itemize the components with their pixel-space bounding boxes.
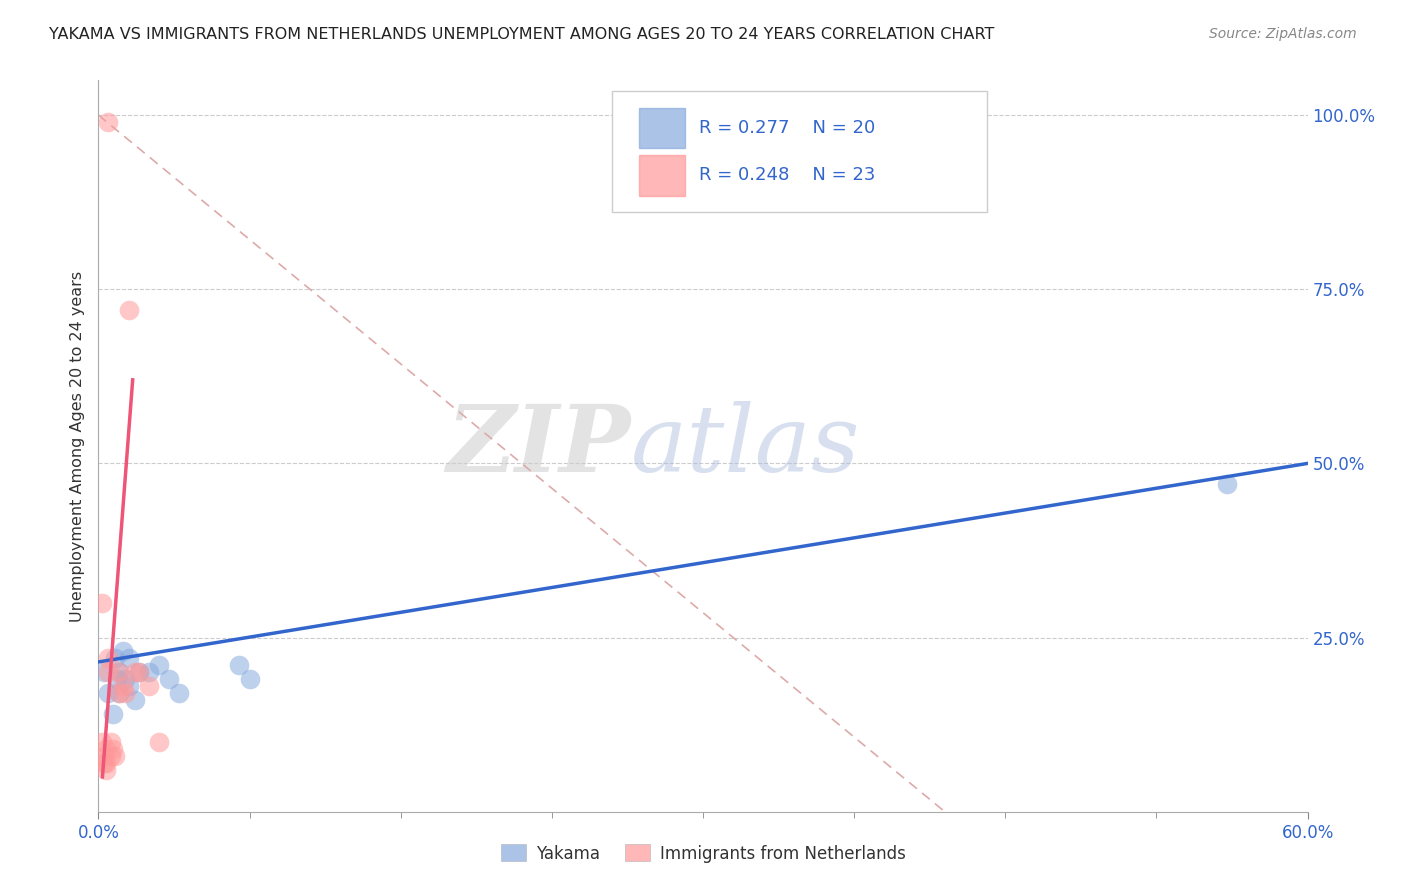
Point xyxy=(128,665,150,680)
Point xyxy=(111,644,134,658)
Point xyxy=(1216,477,1239,491)
Point xyxy=(97,115,120,129)
Point xyxy=(107,665,129,680)
Point xyxy=(128,665,150,680)
Point xyxy=(105,673,128,687)
Point xyxy=(103,651,125,665)
FancyBboxPatch shape xyxy=(613,91,987,212)
Point xyxy=(93,756,115,770)
Point xyxy=(124,665,146,680)
Point xyxy=(118,303,141,318)
Point xyxy=(138,665,160,680)
Point xyxy=(101,742,124,756)
Point xyxy=(138,679,160,693)
Text: R = 0.248    N = 23: R = 0.248 N = 23 xyxy=(699,167,876,185)
Point xyxy=(111,679,134,693)
Point xyxy=(118,679,141,693)
Bar xyxy=(638,108,685,148)
Legend: Yakama, Immigrants from Netherlands: Yakama, Immigrants from Netherlands xyxy=(494,838,912,869)
Point xyxy=(100,749,122,764)
Point xyxy=(239,673,262,687)
Text: atlas: atlas xyxy=(630,401,860,491)
Point xyxy=(107,686,129,700)
Point xyxy=(97,686,120,700)
Point xyxy=(96,742,118,756)
Point xyxy=(167,686,190,700)
Point xyxy=(228,658,250,673)
Point xyxy=(96,763,118,777)
Point xyxy=(148,735,170,749)
Point xyxy=(97,651,120,665)
Y-axis label: Unemployment Among Ages 20 to 24 years: Unemployment Among Ages 20 to 24 years xyxy=(69,270,84,622)
Point xyxy=(91,596,114,610)
Text: Source: ZipAtlas.com: Source: ZipAtlas.com xyxy=(1209,27,1357,41)
Point xyxy=(124,693,146,707)
Point xyxy=(107,686,129,700)
Point xyxy=(157,673,180,687)
Point xyxy=(93,665,115,680)
Point xyxy=(114,673,136,687)
Point xyxy=(103,749,125,764)
Point xyxy=(114,686,136,700)
Point xyxy=(91,735,114,749)
Point xyxy=(97,665,120,680)
Point xyxy=(148,658,170,673)
Text: ZIP: ZIP xyxy=(446,401,630,491)
Point xyxy=(101,707,124,722)
Point xyxy=(118,651,141,665)
Point xyxy=(93,749,115,764)
Text: R = 0.277    N = 20: R = 0.277 N = 20 xyxy=(699,119,876,136)
Bar xyxy=(638,155,685,195)
Point xyxy=(107,665,129,680)
Text: YAKAMA VS IMMIGRANTS FROM NETHERLANDS UNEMPLOYMENT AMONG AGES 20 TO 24 YEARS COR: YAKAMA VS IMMIGRANTS FROM NETHERLANDS UN… xyxy=(49,27,994,42)
Point xyxy=(100,735,122,749)
Point xyxy=(96,756,118,770)
